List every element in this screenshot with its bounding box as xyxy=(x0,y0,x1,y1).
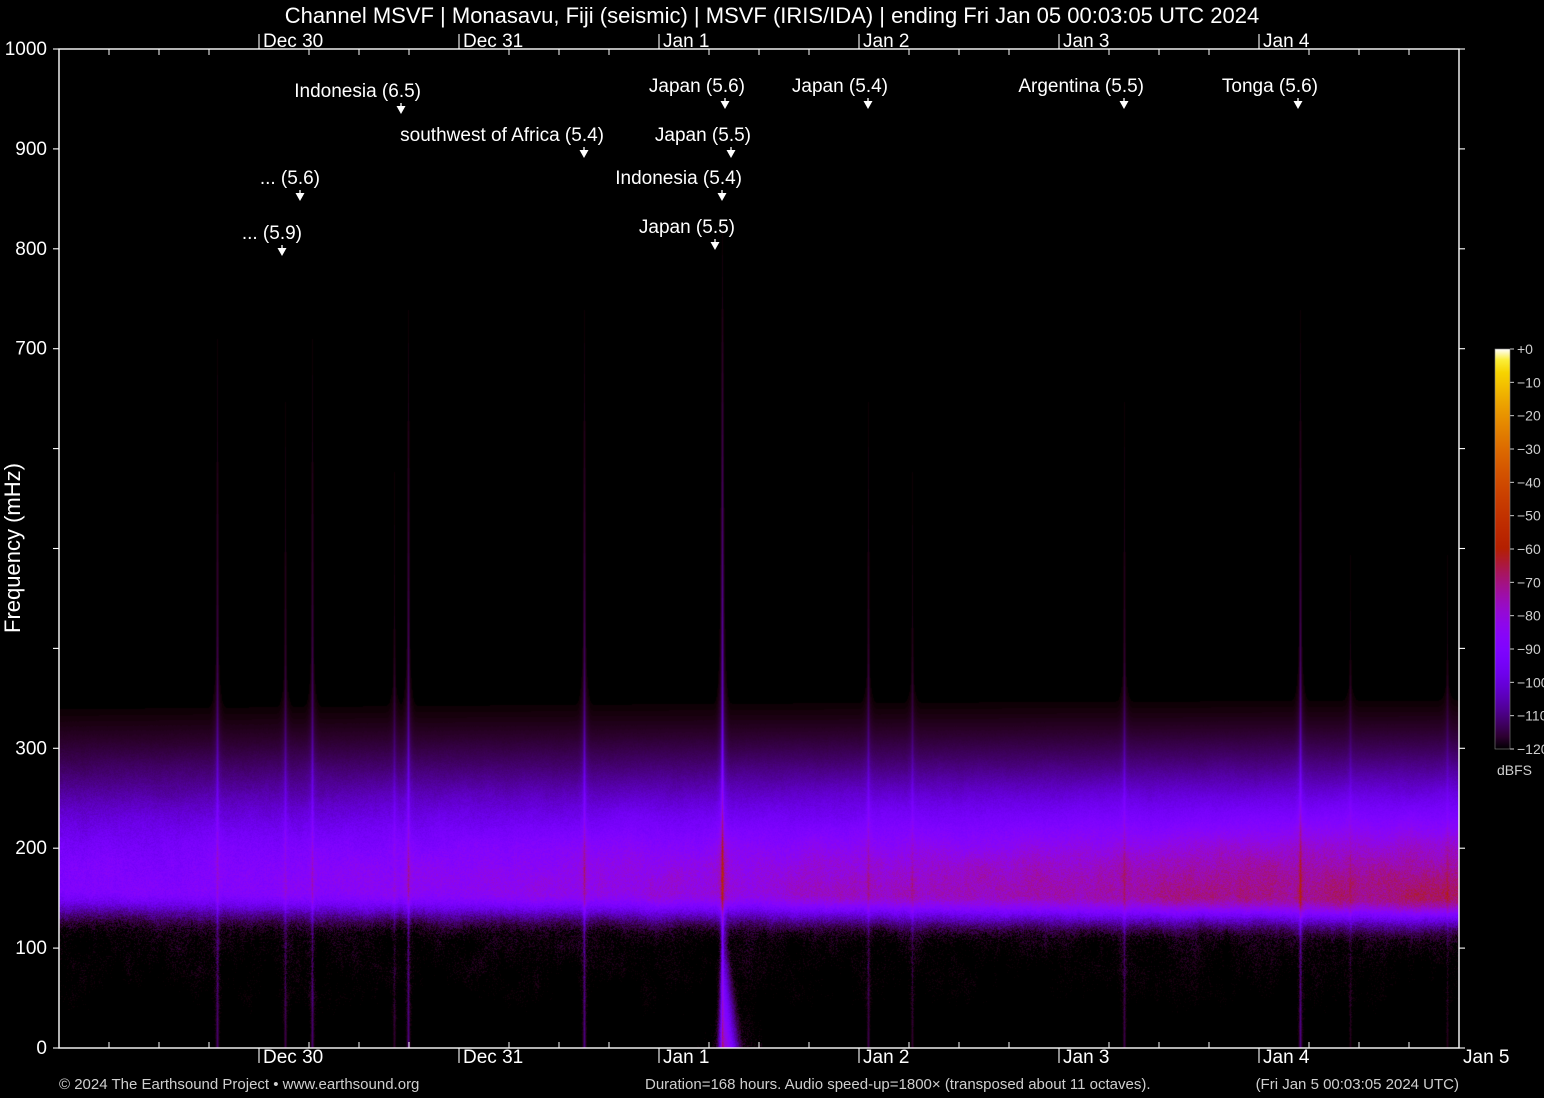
svg-text:Jan 4: Jan 4 xyxy=(1263,1047,1310,1068)
svg-text:−80: −80 xyxy=(1517,608,1541,624)
svg-text:−10: −10 xyxy=(1517,374,1541,390)
svg-text:−70: −70 xyxy=(1517,574,1541,590)
svg-text:(Fri Jan 5 00:03:05 2024 UTC): (Fri Jan 5 00:03:05 2024 UTC) xyxy=(1256,1076,1459,1093)
svg-text:Jan 1: Jan 1 xyxy=(663,1047,709,1068)
svg-text:+0: +0 xyxy=(1517,341,1533,357)
svg-text:700: 700 xyxy=(15,339,47,360)
svg-text:900: 900 xyxy=(15,139,47,160)
svg-text:Channel MSVF | Monasavu, Fiji: Channel MSVF | Monasavu, Fiji (seismic) … xyxy=(285,3,1260,28)
svg-text:Dec 31: Dec 31 xyxy=(463,1047,523,1068)
svg-text:dBFS: dBFS xyxy=(1497,762,1532,778)
svg-text:−60: −60 xyxy=(1517,541,1541,557)
svg-text:© 2024 The Earthsound Project: © 2024 The Earthsound Project • www.eart… xyxy=(59,1076,419,1093)
svg-text:Jan 2: Jan 2 xyxy=(863,1047,909,1068)
svg-text:−120: −120 xyxy=(1517,741,1544,757)
svg-text:−100: −100 xyxy=(1517,674,1544,690)
svg-text:−110: −110 xyxy=(1517,708,1544,724)
svg-text:Dec 30: Dec 30 xyxy=(263,1047,323,1068)
svg-text:800: 800 xyxy=(15,239,47,260)
svg-text:−90: −90 xyxy=(1517,641,1541,657)
svg-text:Jan 3: Jan 3 xyxy=(1063,1047,1109,1068)
svg-text:Frequency (mHz): Frequency (mHz) xyxy=(0,463,25,633)
svg-text:100: 100 xyxy=(15,938,47,959)
svg-text:−20: −20 xyxy=(1517,408,1541,424)
svg-text:−40: −40 xyxy=(1517,474,1541,490)
svg-text:Duration=168 hours. Audio spee: Duration=168 hours. Audio speed-up=1800×… xyxy=(645,1076,1151,1093)
svg-text:300: 300 xyxy=(15,738,47,759)
svg-text:200: 200 xyxy=(15,838,47,859)
svg-text:1000: 1000 xyxy=(5,39,47,60)
svg-text:−30: −30 xyxy=(1517,441,1541,457)
svg-text:−50: −50 xyxy=(1517,508,1541,524)
svg-text:0: 0 xyxy=(36,1038,47,1059)
svg-text:Jan 5: Jan 5 xyxy=(1463,1047,1509,1068)
